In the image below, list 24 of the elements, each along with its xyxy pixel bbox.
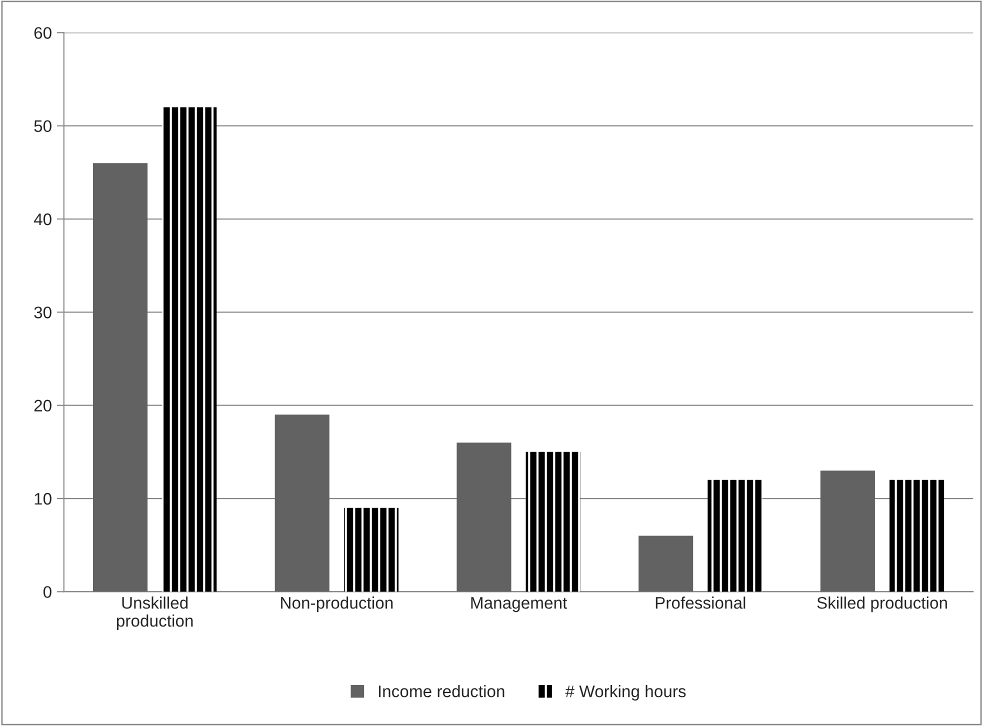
bar <box>890 480 944 592</box>
bar <box>162 107 217 592</box>
bar <box>344 508 399 592</box>
y-tick-label: 30 <box>34 306 52 318</box>
bar <box>456 442 512 592</box>
bar <box>708 480 762 592</box>
x-tick-label: Unskilled production <box>116 596 193 630</box>
bar <box>526 452 580 592</box>
y-tick-label: 50 <box>34 120 52 132</box>
x-tick-label: Non-production <box>281 596 393 612</box>
y-tick-label: 60 <box>34 27 52 39</box>
bar <box>274 414 330 592</box>
y-tick-label: 10 <box>34 492 52 505</box>
x-tick-label: Skilled production <box>817 596 947 612</box>
y-tick-label: 40 <box>34 213 52 226</box>
y-tick-label: 0 <box>43 586 52 598</box>
legend-label: Income reduction <box>378 685 504 698</box>
bar <box>820 470 875 592</box>
bar <box>638 536 694 592</box>
x-tick-label: Professional <box>656 596 746 609</box>
bar <box>92 163 148 592</box>
x-tick-label: Management <box>471 597 568 612</box>
legend-label: # Working hours <box>565 685 686 701</box>
y-tick-label: 20 <box>34 400 52 412</box>
